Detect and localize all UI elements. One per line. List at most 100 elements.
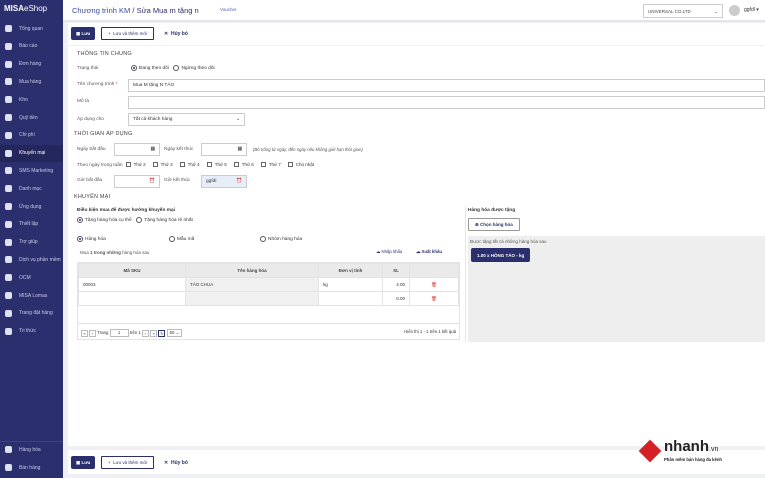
col-sku[interactable]: Mã SKU (78, 263, 186, 278)
sidebar-item-label: Thiết lập (19, 221, 39, 228)
export-button[interactable]: ☁ Xuất khẩu (416, 249, 443, 254)
start-date-label: Ngày bắt đầu (77, 147, 106, 152)
cell-sku[interactable] (78, 291, 186, 306)
type-group-radio[interactable]: Nhóm hàng hóa (260, 236, 302, 242)
cell-qty[interactable]: 0.00 (382, 291, 410, 306)
cancel-button-bottom[interactable]: ✕ Hủy bỏ (164, 459, 188, 466)
status-inactive-radio[interactable]: Ngừng theo dõi (173, 65, 215, 71)
cloud-upload-icon: ☁ (376, 249, 381, 254)
cell-sku[interactable]: 00003 (78, 277, 186, 292)
chevron-down-icon: ⌄ (714, 9, 718, 14)
trash-icon[interactable]: 🗑 (409, 291, 459, 306)
misa-eshop-logo[interactable]: MISAeShop (4, 4, 48, 13)
save-and-new-button-bottom[interactable]: + Lưu và thêm mới (101, 456, 155, 469)
voucher-link[interactable]: Voucher (220, 7, 237, 12)
cell-unit[interactable] (318, 291, 383, 306)
first-page-button[interactable]: « (81, 329, 88, 337)
company-select[interactable]: UNIVERSAL CO.LTD ⌄ (643, 4, 723, 18)
sidebar-item[interactable]: Kho (0, 91, 63, 108)
sidebar-item-label: Hàng hóa (19, 446, 41, 453)
list-icon (5, 185, 12, 193)
col-qty[interactable]: SL (382, 263, 410, 278)
apply-to-select[interactable]: Tất cả khách hàng ⌄ (128, 113, 245, 126)
user-menu[interactable]: ggfdl ▾ (744, 7, 759, 13)
sidebar-item-label: Bán hàng (19, 464, 41, 471)
sidebar-item[interactable]: Dịch vụ phần mềm (0, 251, 63, 268)
weekday-checkbox[interactable]: Thứ 6 (233, 162, 254, 167)
weekday-checkbox[interactable]: Thứ 5 (206, 162, 227, 167)
breadcrumb-current: Sửa Mua m tặng n (136, 6, 199, 15)
sidebar-item[interactable]: Ứng dụng (0, 198, 63, 215)
weekday-checkbox[interactable]: Thứ 3 (152, 162, 173, 167)
program-name-input[interactable]: Mua M tặng N TÁO (128, 79, 765, 92)
save-icon: ▣ (76, 459, 82, 465)
sidebar-item[interactable]: Đơn hàng (0, 56, 63, 73)
sidebar-item[interactable]: Tổng quan (0, 20, 63, 37)
gear-icon (5, 220, 12, 228)
page-input[interactable]: 1 (109, 329, 129, 337)
cheapest-gift-radio[interactable]: Tặng hàng hóa rẻ nhất (136, 217, 193, 223)
status-active-radio[interactable]: Đang theo dõi (131, 65, 169, 71)
start-date-input[interactable]: ▦ (114, 143, 160, 156)
gift-panel: Hàng hóa được tặng ⊕ Chọn hàng hóa Được … (465, 206, 765, 342)
weekday-checkbox[interactable]: Thứ 7 (260, 162, 281, 167)
gift-item-chip[interactable]: 1.00 x HỒNG TÁO - kg (471, 248, 531, 262)
type-goods-radio[interactable]: Hàng hóa (77, 236, 106, 242)
col-unit[interactable]: Đơn vị tính (318, 263, 383, 278)
lomas-icon (5, 292, 12, 299)
weekday-checkbox[interactable]: Thứ 4 (179, 162, 200, 167)
goods-table: Mã SKU Tên hàng hóa Đơn vị tính SL 00003… (78, 263, 459, 306)
cancel-button[interactable]: ✕ Hủy bỏ (164, 30, 188, 37)
last-page-button[interactable]: » (150, 329, 158, 337)
sidebar-item[interactable]: MISA Lomas (0, 287, 63, 304)
avatar[interactable] (729, 5, 740, 16)
sidebar-item[interactable]: Khuyến mại (0, 144, 63, 162)
clock-icon[interactable]: ⏰ (149, 179, 155, 184)
sidebar-item[interactable]: OCM (0, 269, 63, 286)
sidebar-item[interactable]: Thiết lập (0, 216, 63, 233)
sidebar-bottom-item[interactable]: Hàng hóa (0, 441, 63, 458)
bottom-toolbar: ▣ Lưu + Lưu và thêm mới ✕ Hủy bỏ nhanh.v… (68, 439, 765, 474)
prev-page-button[interactable]: ‹ (89, 329, 97, 337)
specific-gift-radio[interactable]: Tặng hàng hóa cụ thể (77, 217, 132, 223)
sidebar-item-label: Mua hàng (19, 78, 42, 85)
description-input[interactable] (128, 96, 765, 109)
breadcrumb-parent[interactable]: Chương trình KM (72, 6, 131, 15)
cell-unit[interactable]: kg (318, 277, 383, 292)
choose-goods-button[interactable]: ⊕ Chọn hàng hóa (468, 218, 520, 231)
sidebar-bottom-item[interactable]: Bán hàng (0, 459, 63, 476)
section-general: THÔNG TIN CHUNG (77, 51, 132, 57)
clock-icon[interactable]: ⏰ (236, 179, 242, 184)
save-button[interactable]: ▣ Lưu (71, 27, 96, 40)
type-variant-radio[interactable]: Mẫu mã (169, 236, 194, 242)
sidebar-item[interactable]: Mua hàng (0, 73, 63, 90)
import-button[interactable]: ☁ Nhập khẩu (376, 249, 403, 254)
sidebar-item[interactable]: Tri thức (0, 323, 63, 340)
save-button-bottom[interactable]: ▣ Lưu (71, 456, 96, 469)
end-date-input[interactable]: ▦ (201, 143, 247, 156)
start-time-input[interactable]: ⏰ (114, 175, 160, 188)
sidebar-item[interactable]: Báo cáo (0, 38, 63, 55)
sidebar-item[interactable]: Quỹ tiền (0, 109, 63, 126)
col-name[interactable]: Tên hàng hóa (185, 263, 319, 278)
cell-qty[interactable]: 4.00 (382, 277, 410, 292)
sidebar-item[interactable]: Chi phí (0, 127, 63, 144)
save-and-new-button[interactable]: + Lưu và thêm mới (101, 27, 155, 40)
calendar-icon[interactable]: ▦ (237, 147, 242, 152)
trash-icon[interactable]: 🗑 (409, 277, 459, 292)
end-time-input[interactable]: ggfdl ⏰ (201, 175, 247, 188)
sidebar-item[interactable]: SMS Marketing (0, 162, 63, 179)
sidebar-item-label: Khuyến mại (19, 150, 46, 157)
sidebar-item-label: Dịch vụ phần mềm (19, 256, 61, 263)
sidebar-item-label: Tổng quan (19, 25, 43, 32)
sidebar-item[interactable]: Danh mục (0, 180, 63, 197)
next-page-button[interactable]: › (142, 329, 150, 337)
sidebar-item[interactable]: Trang đặt hàng (0, 305, 63, 322)
calendar-icon[interactable]: ▦ (150, 147, 155, 152)
sidebar-item[interactable]: Trợ giúp (0, 234, 63, 251)
refresh-icon[interactable]: ↻ (158, 329, 166, 337)
weekday-checkbox[interactable]: Chủ nhật (287, 162, 314, 167)
page-size-select[interactable]: 50 ⌄ (166, 329, 183, 338)
weekday-checkbox[interactable]: Thứ 2 (125, 162, 146, 167)
apps-icon (5, 203, 12, 210)
